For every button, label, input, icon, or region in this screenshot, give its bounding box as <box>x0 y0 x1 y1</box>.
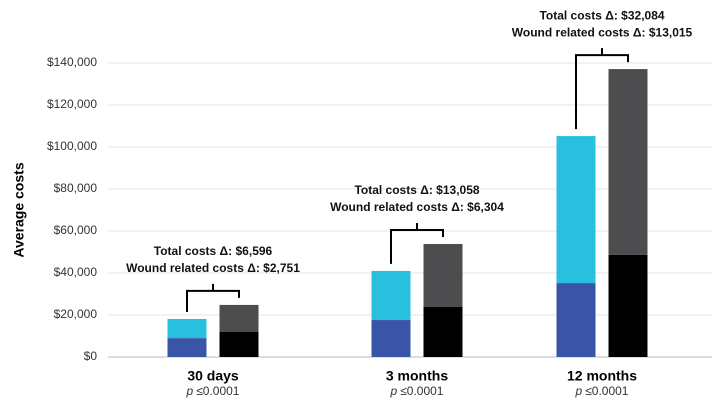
bar-segment <box>219 304 259 333</box>
y-tick-label: $120,000 <box>47 97 97 111</box>
bar-segment <box>423 244 463 308</box>
p-text: ≤0.0001 <box>400 384 444 398</box>
y-tick-label: $40,000 <box>54 265 98 279</box>
bracket <box>186 283 240 312</box>
annotation: Wound related costs Δ: $6,304 <box>330 200 504 214</box>
bar-segment <box>371 270 411 321</box>
y-tick-label: $80,000 <box>54 181 98 195</box>
p-text: ≤0.0001 <box>585 384 629 398</box>
annotation: Wound related costs Δ: $13,015 <box>512 25 693 39</box>
x-tick-label: 3 months <box>386 368 448 384</box>
y-tick-label: $100,000 <box>47 139 97 153</box>
bar-segment <box>556 136 596 284</box>
bar-segment <box>167 338 207 357</box>
y-axis-label: Average costs <box>11 162 27 257</box>
y-tick-label: $0 <box>84 349 98 363</box>
p-symbol: p <box>390 384 398 398</box>
y-tick-label: $140,000 <box>47 55 97 69</box>
y-tick-label: $60,000 <box>54 223 98 237</box>
bar-segment <box>608 254 648 357</box>
bar-segment <box>556 283 596 357</box>
bar-segment <box>371 320 411 357</box>
annotation: Total costs Δ: $32,084 <box>539 8 664 22</box>
p-symbol: p <box>575 384 583 398</box>
bar-segment <box>423 307 463 357</box>
bracket <box>390 223 444 264</box>
x-tick-label: 30 days <box>187 368 239 384</box>
p-symbol: p <box>186 384 194 398</box>
bracket <box>575 48 629 130</box>
p-value: p ≤0.0001 <box>390 384 444 398</box>
bar-segment <box>167 318 207 339</box>
annotation: Wound related costs Δ: $2,751 <box>126 261 300 275</box>
bar-segment <box>219 332 259 357</box>
p-value: p ≤0.0001 <box>186 384 240 398</box>
annotation: Total costs Δ: $6,596 <box>154 244 273 258</box>
bar-segment <box>608 69 648 255</box>
annotation: Total costs Δ: $13,058 <box>354 183 479 197</box>
y-tick-label: $20,000 <box>54 307 98 321</box>
x-tick-label: 12 months <box>567 368 637 384</box>
p-value: p ≤0.0001 <box>575 384 629 398</box>
p-text: ≤0.0001 <box>196 384 240 398</box>
